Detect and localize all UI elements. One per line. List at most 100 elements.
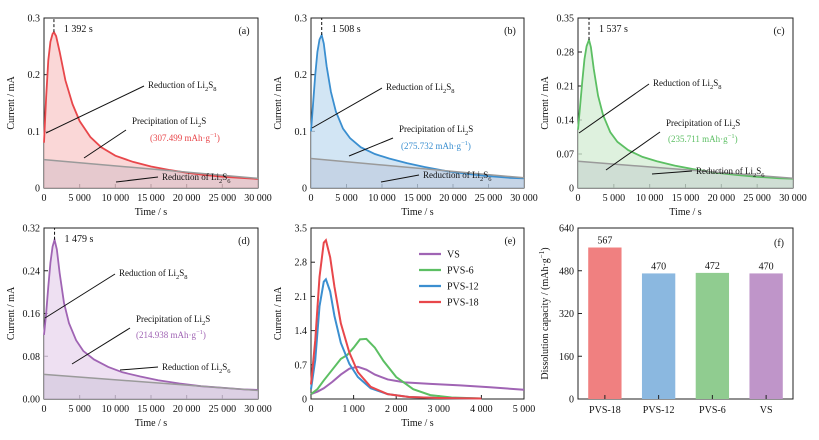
x-axis-label: Time / s [135, 418, 168, 429]
baseline-line [43, 373, 259, 392]
y-tick-label: 0.1 [295, 127, 308, 138]
peak-time-label: 1 392 s [64, 24, 93, 35]
y-tick-label: 640 [559, 224, 574, 235]
annotation-capacity-value: (307.499 mAh·g−1) [150, 132, 220, 143]
peak-time-label: 1 479 s [65, 234, 94, 245]
y-tick-label: 0.21 [557, 82, 575, 93]
panel-label: (e) [504, 236, 515, 247]
text-part: Reduction of Li [119, 268, 176, 278]
x-axis-label: Time / s [135, 207, 168, 218]
text-part: Precipitation of Li [666, 118, 732, 128]
text-part: Precipitation of Li [132, 116, 198, 126]
subscript: 2 [219, 368, 222, 375]
x-tick-label: 20 000 [439, 193, 467, 204]
text-part: ) [540, 247, 551, 250]
superscript: −1 [728, 133, 735, 140]
y-tick-label: 0 [302, 395, 307, 406]
panel-label: (b) [504, 26, 516, 37]
annotation-reduction-li2s8: Reduction of Li2S8 [653, 78, 722, 91]
x-tick-label: 25 000 [743, 193, 771, 204]
subscript: 2 [176, 274, 179, 281]
x-tick-label: 15 000 [672, 193, 700, 204]
x-tick-label: 1 000 [342, 404, 365, 415]
x-tick-label: PVS-6 [699, 405, 726, 416]
y-tick-label: 0.1 [28, 127, 41, 138]
annotation-reduction-li2s8: Reduction of Li2S8 [386, 82, 455, 95]
text-part: ) [217, 133, 220, 143]
baseline-fill [44, 159, 258, 188]
x-tick-label: 30 000 [510, 193, 538, 204]
subscript: 2 [219, 178, 222, 185]
x-tick-label: 20 000 [708, 193, 736, 204]
annotation-arrow [348, 137, 394, 157]
annotation-reduction-li2s6: Reduction of Li2S6 [423, 170, 492, 183]
text-part: S [201, 116, 206, 126]
y-axis-label: Current / mA [6, 76, 17, 130]
y-tick-label: 480 [559, 266, 574, 277]
text-part: Reduction of Li [653, 78, 710, 88]
annotation-arrow [651, 170, 693, 175]
x-tick-label: 0 [309, 193, 314, 204]
superscript: −1 [196, 329, 203, 336]
panel-f: 0 160 320 480 640 567 PVS-18 470 PVS-12 472 PVS-6 4… [538, 224, 794, 416]
x-tick-label: 10 000 [636, 193, 664, 204]
y-axis-label: Dissolution capacity / (mAh·g−1) [538, 247, 551, 379]
x-tick-label: 30 000 [244, 404, 272, 415]
y-tick-label: 320 [559, 309, 574, 320]
annotation-arrow [44, 273, 116, 319]
subscript: 2 [205, 86, 208, 93]
x-tick-label: 5 000 [335, 193, 358, 204]
x-tick-label: 15 000 [137, 193, 165, 204]
text-part: (235.711 mAh·g [668, 134, 728, 144]
peak-time-label: 1 537 s [599, 24, 628, 35]
bar-value-label: 470 [651, 261, 666, 272]
subscript: 2 [443, 88, 446, 95]
text-part: ) [468, 141, 471, 151]
panel-label: (c) [773, 26, 784, 37]
y-tick-label: 0.3 [295, 14, 308, 25]
y-tick-label: 0.3 [28, 14, 41, 25]
area-fill [578, 39, 793, 188]
bar [588, 247, 622, 399]
x-tick-label: 20 000 [173, 404, 201, 415]
x-tick-label: 15 000 [404, 193, 432, 204]
panel-label: (f) [774, 238, 784, 249]
legend-label: VS [447, 250, 460, 261]
subscript: 2 [753, 172, 756, 179]
y-tick-label: 0 [569, 395, 574, 406]
text-part: (214.938 mAh·g [136, 330, 196, 340]
panel-a: 0 0.1 0.2 0.3 0 5 000 10 000 15 000 20 000 25 000… [6, 14, 272, 219]
text-part: Reduction of Li [423, 170, 480, 180]
x-tick-label: 25 000 [209, 404, 237, 415]
panel-d: 0.00 0.08 0.16 0.24 0.32 0 5 000 10 000 15 000 20… [6, 224, 272, 430]
annotation-precipitation-li2s: Precipitation of Li2S [399, 124, 473, 137]
y-tick-label: 0.24 [23, 266, 41, 277]
subscript: 8 [718, 84, 721, 91]
subscript: 8 [184, 274, 187, 281]
y-tick-label: 0 [569, 184, 574, 195]
text-part: Reduction of Li [162, 362, 219, 372]
y-tick-label: 0.35 [557, 14, 575, 25]
annotation-arrow [605, 131, 661, 171]
annotation-arrow [119, 366, 159, 371]
y-tick-label: 0.28 [557, 48, 575, 59]
annotation-arrow [578, 83, 650, 134]
text-part: S [205, 314, 210, 324]
text-part: Reduction of Li [148, 80, 205, 90]
plot-frame [310, 227, 525, 400]
annotation-reduction-li2s6: Reduction of Li2S6 [162, 362, 231, 375]
x-axis-label: Time / s [401, 418, 434, 429]
x-tick-label: 0 [576, 193, 581, 204]
panel-label: (a) [238, 26, 249, 37]
text-part: ) [203, 330, 206, 340]
y-tick-label: 0.7 [295, 360, 308, 371]
annotation-arrow [83, 129, 127, 159]
series-line-pvs-18 [310, 238, 482, 400]
bar [749, 273, 783, 399]
subscript: 6 [227, 178, 231, 185]
annotation-reduction-li2s8: Reduction of Li2S8 [119, 268, 188, 281]
y-tick-label: 0.2 [295, 70, 308, 81]
panel-label: (d) [238, 236, 250, 247]
text-part: S [446, 82, 451, 92]
